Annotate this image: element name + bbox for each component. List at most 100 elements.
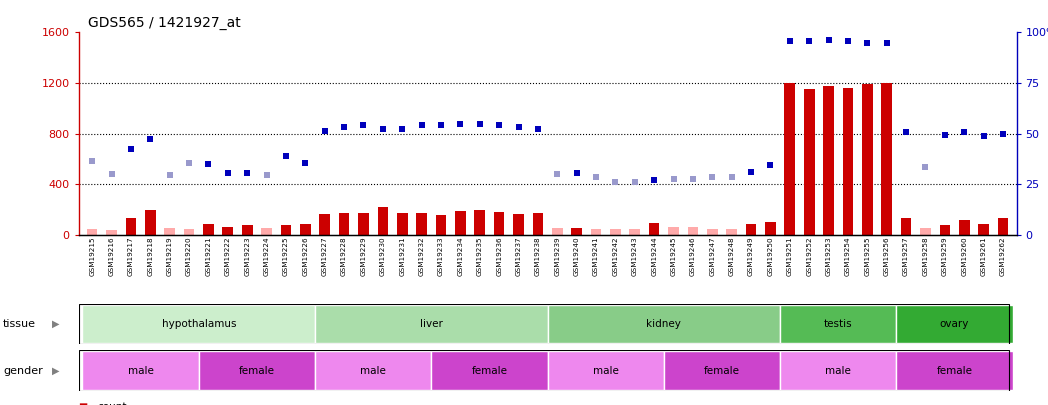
Text: ▶: ▶ <box>52 366 60 375</box>
Bar <box>901 218 912 235</box>
Bar <box>475 210 485 235</box>
Text: GSM19237: GSM19237 <box>516 236 522 276</box>
Bar <box>339 213 349 235</box>
Bar <box>804 90 814 235</box>
Point <box>801 38 817 45</box>
Bar <box>222 227 233 235</box>
Bar <box>397 213 408 235</box>
Point <box>588 173 605 180</box>
Bar <box>959 220 969 235</box>
Bar <box>669 227 679 235</box>
Bar <box>106 230 117 235</box>
Text: GSM19230: GSM19230 <box>379 236 386 276</box>
Text: GSM19231: GSM19231 <box>399 236 406 276</box>
Text: GSM19262: GSM19262 <box>1000 236 1006 276</box>
Bar <box>199 351 315 390</box>
Bar <box>242 226 253 235</box>
Text: GSM19227: GSM19227 <box>322 236 328 276</box>
Bar <box>843 88 853 235</box>
Point <box>782 38 799 45</box>
Bar <box>320 214 330 235</box>
Point <box>219 170 236 176</box>
Point <box>452 120 468 127</box>
Point <box>529 126 546 132</box>
Text: GSM19218: GSM19218 <box>148 236 153 276</box>
Point <box>433 122 450 128</box>
Point <box>180 160 197 166</box>
Bar <box>455 211 465 235</box>
Text: GSM19251: GSM19251 <box>787 236 793 276</box>
Text: GSM19259: GSM19259 <box>942 236 947 276</box>
Bar <box>165 228 175 235</box>
Text: GSM19243: GSM19243 <box>632 236 638 276</box>
Point <box>568 170 585 176</box>
Bar <box>436 215 446 235</box>
Text: GSM19241: GSM19241 <box>593 236 599 276</box>
Point <box>956 129 973 136</box>
Point <box>84 158 101 165</box>
Text: GSM19225: GSM19225 <box>283 236 289 276</box>
Point <box>510 124 527 130</box>
Text: GSM19250: GSM19250 <box>767 236 773 276</box>
Text: GSM19242: GSM19242 <box>612 236 618 276</box>
Point <box>646 177 662 184</box>
Text: gender: gender <box>3 366 43 375</box>
Text: female: female <box>704 366 740 375</box>
Point <box>684 176 701 182</box>
Point <box>490 122 507 128</box>
Bar <box>547 351 663 390</box>
Bar <box>145 210 156 235</box>
Bar <box>183 228 194 235</box>
Bar <box>726 228 737 235</box>
Text: GSM19228: GSM19228 <box>341 236 347 276</box>
Bar <box>432 351 547 390</box>
Bar <box>824 85 834 235</box>
Point <box>374 126 391 132</box>
Bar <box>687 227 698 235</box>
Text: GSM19249: GSM19249 <box>748 236 755 276</box>
Bar <box>896 305 1012 343</box>
Bar <box>281 225 291 235</box>
Bar <box>315 351 432 390</box>
Text: GSM19255: GSM19255 <box>865 236 870 276</box>
Text: GSM19215: GSM19215 <box>89 236 95 276</box>
Bar <box>83 351 199 390</box>
Text: GSM19238: GSM19238 <box>534 236 541 276</box>
Text: GSM19257: GSM19257 <box>903 236 909 276</box>
Text: ovary: ovary <box>940 319 969 329</box>
Bar <box>746 224 757 235</box>
Text: GSM19220: GSM19220 <box>187 236 192 276</box>
Point <box>472 120 488 127</box>
Point <box>937 132 954 138</box>
Text: GSM19254: GSM19254 <box>845 236 851 276</box>
Text: GSM19216: GSM19216 <box>109 236 114 276</box>
Point <box>917 163 934 170</box>
Text: male: male <box>128 366 154 375</box>
Text: GSM19252: GSM19252 <box>806 236 812 276</box>
Text: liver: liver <box>420 319 442 329</box>
Point <box>316 128 333 134</box>
Text: GSM19244: GSM19244 <box>651 236 657 276</box>
Point <box>878 39 895 46</box>
Bar <box>780 305 896 343</box>
Bar <box>547 305 780 343</box>
Text: GSM19246: GSM19246 <box>690 236 696 276</box>
Text: GSM19234: GSM19234 <box>457 236 463 276</box>
Bar <box>863 84 873 235</box>
Point <box>743 168 760 175</box>
Point <box>665 176 682 182</box>
Text: GSM19224: GSM19224 <box>264 236 269 276</box>
Text: GSM19229: GSM19229 <box>361 236 367 276</box>
Bar <box>785 83 795 235</box>
Point <box>335 124 352 130</box>
Point <box>607 179 624 185</box>
Text: kidney: kidney <box>647 319 681 329</box>
Bar <box>83 305 315 343</box>
Point <box>278 153 294 160</box>
Text: GSM19223: GSM19223 <box>244 236 250 276</box>
Point <box>141 135 158 142</box>
Point <box>859 39 876 46</box>
Point <box>239 170 256 176</box>
Point <box>549 171 566 177</box>
Text: GSM19240: GSM19240 <box>573 236 580 276</box>
